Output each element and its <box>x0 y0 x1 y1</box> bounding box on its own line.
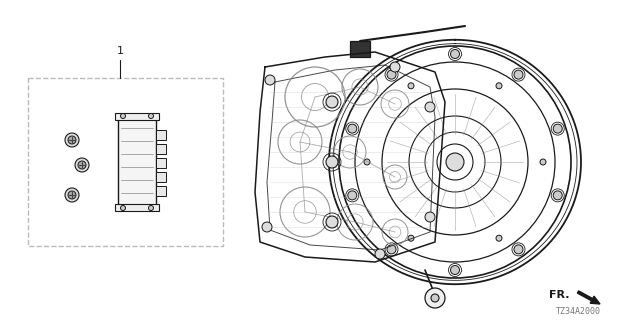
FancyArrow shape <box>577 291 600 304</box>
Circle shape <box>446 153 464 171</box>
Bar <box>28 78 223 246</box>
Circle shape <box>75 158 89 172</box>
Bar <box>156 186 166 196</box>
Circle shape <box>387 245 396 254</box>
Circle shape <box>68 136 76 144</box>
Circle shape <box>78 161 86 169</box>
Circle shape <box>120 114 125 118</box>
Circle shape <box>65 133 79 147</box>
Circle shape <box>514 70 523 79</box>
Circle shape <box>540 159 546 165</box>
Bar <box>115 113 159 120</box>
Text: TZ34A2000: TZ34A2000 <box>556 308 600 316</box>
Circle shape <box>425 288 445 308</box>
Bar <box>118 118 156 206</box>
Circle shape <box>451 50 460 59</box>
Bar <box>156 144 166 154</box>
Circle shape <box>496 235 502 241</box>
Circle shape <box>408 83 414 89</box>
Bar <box>156 130 166 140</box>
Text: 1: 1 <box>116 46 124 56</box>
Circle shape <box>431 294 439 302</box>
Circle shape <box>265 75 275 85</box>
Circle shape <box>120 205 125 211</box>
Bar <box>156 158 166 168</box>
Circle shape <box>65 188 79 202</box>
Circle shape <box>375 249 385 259</box>
Circle shape <box>408 235 414 241</box>
Circle shape <box>326 156 338 168</box>
Circle shape <box>348 191 356 200</box>
Circle shape <box>425 212 435 222</box>
Bar <box>156 172 166 182</box>
Circle shape <box>148 114 154 118</box>
Circle shape <box>553 124 562 133</box>
Circle shape <box>451 266 460 275</box>
Circle shape <box>390 62 400 72</box>
Circle shape <box>364 159 370 165</box>
Circle shape <box>387 70 396 79</box>
Text: FR.: FR. <box>550 290 570 300</box>
Circle shape <box>262 222 272 232</box>
Circle shape <box>496 83 502 89</box>
Circle shape <box>326 216 338 228</box>
Bar <box>115 204 159 211</box>
Circle shape <box>425 102 435 112</box>
Circle shape <box>514 245 523 254</box>
Circle shape <box>68 191 76 199</box>
Circle shape <box>553 191 562 200</box>
Circle shape <box>148 205 154 211</box>
Circle shape <box>326 96 338 108</box>
Bar <box>350 41 370 57</box>
Circle shape <box>348 124 356 133</box>
